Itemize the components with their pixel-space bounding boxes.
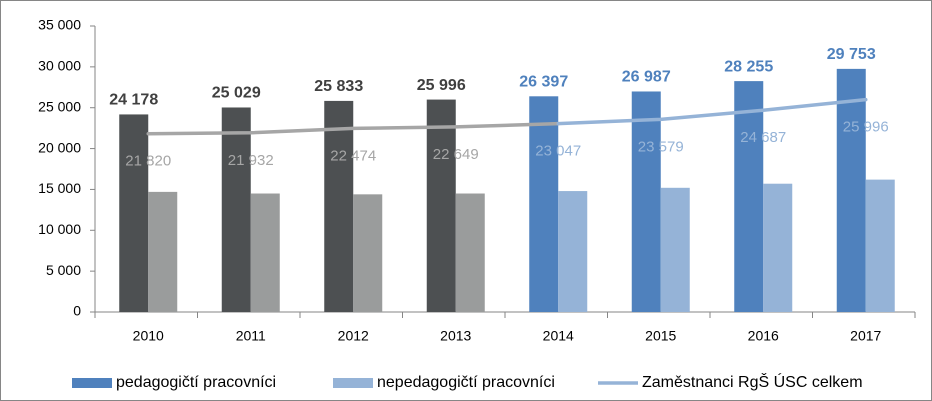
data-label: 21 932 (228, 152, 274, 169)
bar (221, 107, 251, 312)
line (146, 121, 560, 136)
bar (250, 193, 280, 312)
data-label: 25 833 (314, 78, 363, 95)
data-label: 25 996 (843, 119, 889, 136)
legend-label: nepedagogičtí pracovníci (377, 374, 555, 391)
data-label: 25 996 (417, 77, 466, 94)
x-tick-label: 2010 (133, 328, 164, 344)
bar (763, 183, 793, 312)
legend-label: Zaměstnanci RgŠ ÚSC celkem (642, 372, 863, 391)
data-label: 22 649 (433, 146, 479, 163)
data-label: 28 255 (724, 58, 773, 75)
bar (631, 91, 661, 312)
legend-swatch (72, 378, 112, 388)
data-label: 26 987 (622, 69, 671, 86)
bar (734, 81, 764, 312)
data-label: 29 753 (827, 46, 876, 63)
y-tick-label: 15 000 (38, 180, 81, 196)
data-label: 21 820 (125, 153, 171, 170)
y-tick-label: 25 000 (38, 98, 81, 114)
legend-label: pedagogičtí pracovníci (116, 374, 276, 391)
legend-swatch (333, 378, 373, 388)
y-tick-label: 30 000 (38, 58, 81, 74)
bar (148, 191, 178, 312)
bar (660, 187, 690, 312)
data-label: 25 029 (212, 85, 261, 102)
y-tick-label: 10 000 (38, 221, 81, 237)
data-label: 22 474 (330, 147, 376, 164)
data-label: 24 687 (740, 129, 786, 146)
bar (865, 179, 895, 312)
data-label: 23 047 (535, 143, 581, 160)
x-tick-label: 2013 (440, 328, 471, 344)
bar (426, 99, 456, 312)
data-label: 23 579 (638, 138, 684, 155)
y-tick-label: 20 000 (38, 139, 81, 155)
x-tick-label: 2011 (236, 328, 266, 344)
bar (558, 191, 588, 312)
data-label: 24 178 (109, 92, 158, 109)
data-label: 26 397 (519, 74, 568, 91)
bar (324, 100, 354, 312)
x-tick-label: 2016 (748, 328, 779, 344)
bar (119, 114, 149, 312)
line (556, 97, 868, 126)
x-tick-label: 2017 (850, 328, 881, 344)
y-tick-label: 5 000 (46, 262, 81, 278)
bar (836, 68, 866, 312)
x-tick-label: 2012 (338, 328, 369, 344)
bar (455, 193, 485, 312)
bar (529, 96, 559, 312)
x-tick-label: 2014 (543, 328, 574, 344)
y-tick-label: 35 000 (38, 17, 81, 33)
bar (353, 194, 383, 312)
y-tick-label: 0 (73, 303, 81, 319)
x-tick-label: 2015 (645, 328, 676, 344)
